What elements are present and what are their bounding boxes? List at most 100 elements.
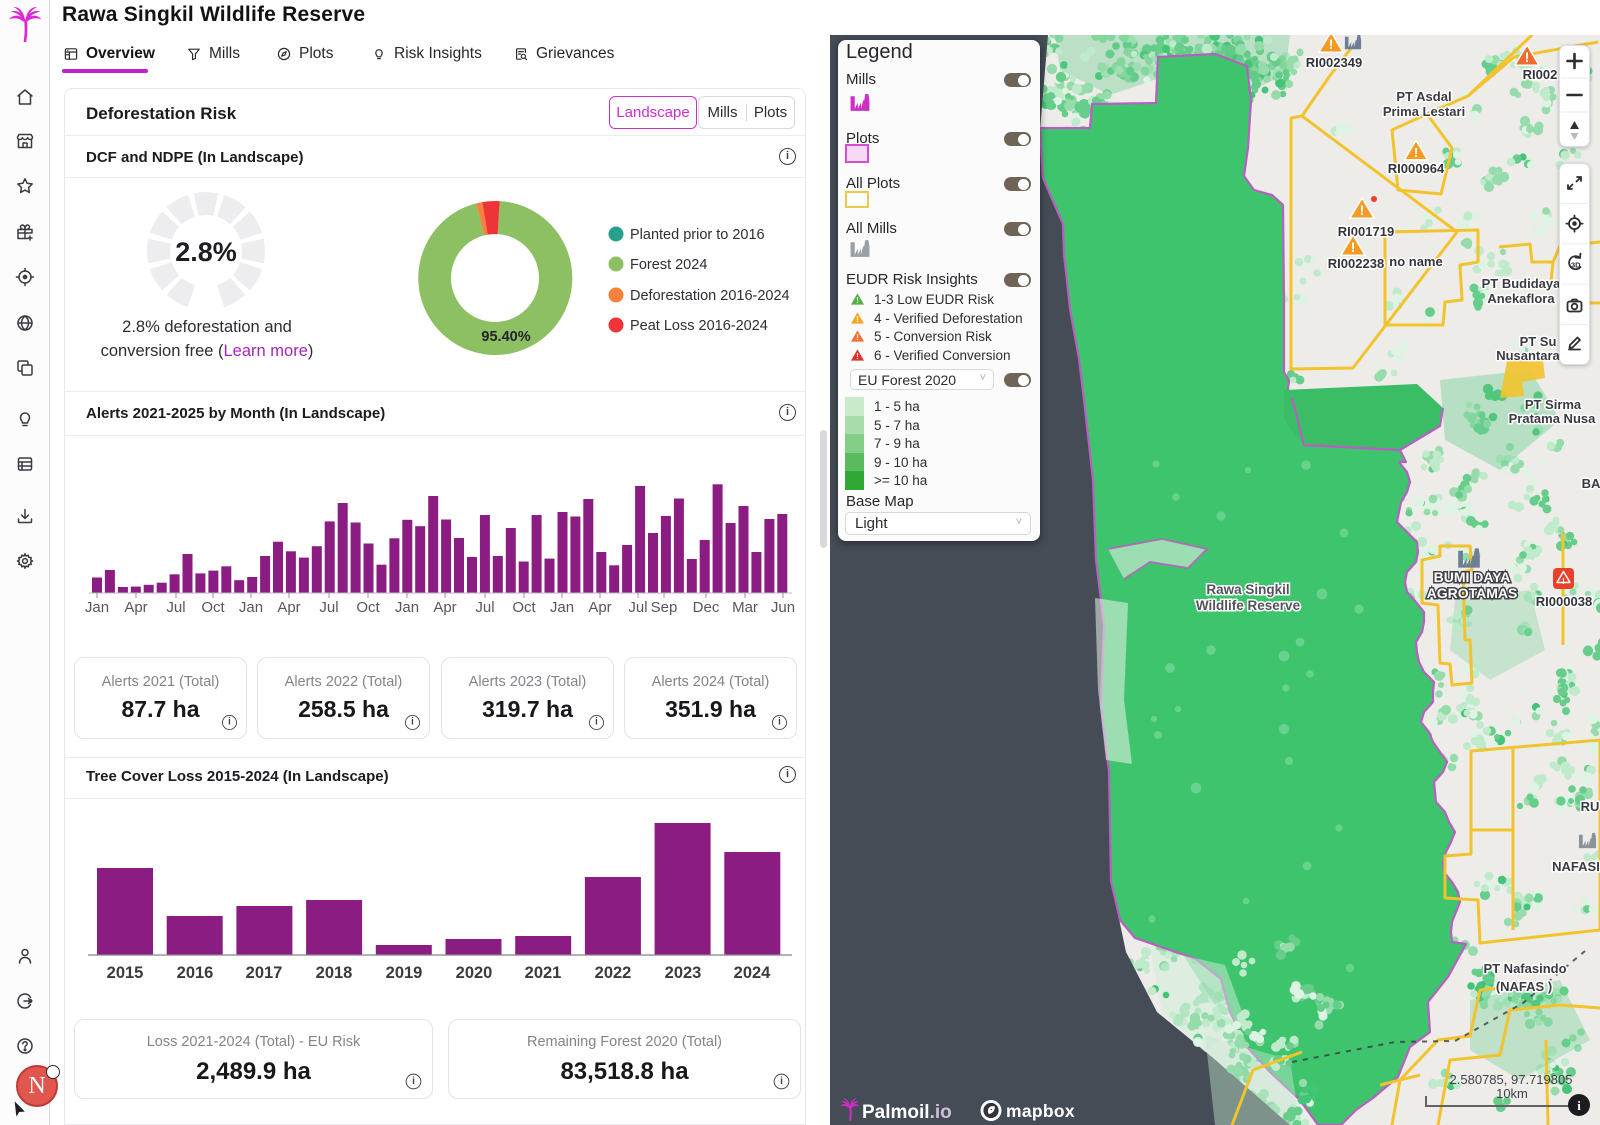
- svg-text:2016: 2016: [177, 964, 214, 982]
- svg-text:(NAFAS ): (NAFAS ): [1496, 979, 1552, 994]
- svg-text:RI000038: RI000038: [1536, 594, 1592, 609]
- svg-text:Jul: Jul: [319, 599, 338, 616]
- svg-text:RI002349: RI002349: [1306, 55, 1362, 70]
- svg-text:RI002: RI002: [1523, 67, 1558, 82]
- svg-text:RI000964: RI000964: [1388, 161, 1445, 176]
- svg-text:Jan: Jan: [395, 599, 419, 616]
- svg-text:Forest 2024: Forest 2024: [630, 257, 707, 273]
- svg-text:Apr: Apr: [433, 599, 456, 616]
- svg-text:!: !: [1562, 577, 1565, 586]
- svg-text:Prima Lestari: Prima Lestari: [1383, 104, 1465, 119]
- svg-text:Jan: Jan: [85, 599, 109, 616]
- svg-text:PT Asdal: PT Asdal: [1396, 89, 1451, 104]
- svg-text:2022: 2022: [595, 964, 632, 982]
- svg-text:3D: 3D: [1571, 261, 1581, 270]
- svg-text:AGROTAMAS: AGROTAMAS: [1427, 585, 1518, 601]
- svg-text:Sep: Sep: [651, 599, 678, 616]
- svg-text:BUMI DAYA: BUMI DAYA: [1434, 569, 1511, 585]
- svg-text:!: !: [1525, 50, 1530, 65]
- svg-text:Dec: Dec: [693, 599, 720, 616]
- svg-text:Jan: Jan: [239, 599, 263, 616]
- svg-text:!: !: [1414, 145, 1418, 160]
- svg-text:Pratama Nusa: Pratama Nusa: [1509, 411, 1596, 426]
- svg-text:RI000964: RI000964: [1388, 161, 1445, 176]
- svg-text:AGROTAMAS: AGROTAMAS: [1427, 585, 1518, 601]
- svg-text:!: !: [1329, 37, 1334, 52]
- svg-text:Apr: Apr: [588, 599, 611, 616]
- svg-text:PT Budidaya: PT Budidaya: [1482, 276, 1562, 291]
- svg-text:!: !: [856, 332, 859, 342]
- svg-text:RI001719: RI001719: [1338, 224, 1394, 239]
- svg-text:PT Su: PT Su: [1520, 334, 1557, 349]
- svg-text:BA: BA: [1582, 476, 1600, 491]
- svg-text:NAFASI: NAFASI: [1552, 859, 1600, 874]
- svg-text:Oct: Oct: [512, 599, 536, 616]
- svg-text:!: !: [1360, 203, 1365, 218]
- svg-text:2021: 2021: [525, 964, 562, 982]
- svg-text:95.40%: 95.40%: [481, 329, 530, 345]
- svg-text:Oct: Oct: [201, 599, 225, 616]
- svg-text:PT Asdal: PT Asdal: [1396, 89, 1451, 104]
- svg-text:2.580785, 97.719805: 2.580785, 97.719805: [1450, 1072, 1573, 1087]
- svg-text:Jul: Jul: [166, 599, 185, 616]
- svg-text:mapbox: mapbox: [1006, 1101, 1075, 1121]
- svg-text:Anekaflora: Anekaflora: [1487, 291, 1555, 306]
- svg-text:PT Nafasindo: PT Nafasindo: [1483, 961, 1566, 976]
- svg-text:BA: BA: [1582, 476, 1600, 491]
- svg-text:RI002: RI002: [1523, 67, 1558, 82]
- svg-text:Jun: Jun: [771, 599, 795, 616]
- svg-text:Pratama Nusa: Pratama Nusa: [1509, 411, 1596, 426]
- svg-text:2.8% deforestation and: 2.8% deforestation and: [122, 318, 292, 336]
- svg-text:RI001719: RI001719: [1338, 224, 1394, 239]
- svg-text:Rawa Singkil: Rawa Singkil: [1206, 582, 1289, 597]
- svg-text:RU: RU: [1581, 799, 1600, 814]
- svg-text:!: !: [856, 295, 859, 305]
- svg-text:Nusantara: Nusantara: [1496, 348, 1560, 363]
- svg-text:no name: no name: [1389, 254, 1442, 269]
- svg-text:i: i: [1577, 1098, 1581, 1113]
- svg-text:NAFASI: NAFASI: [1552, 859, 1600, 874]
- svg-text:10km: 10km: [1496, 1086, 1528, 1101]
- svg-text:Oct: Oct: [356, 599, 380, 616]
- svg-text:Wildlife Reserve: Wildlife Reserve: [1196, 598, 1301, 613]
- svg-text:RU: RU: [1581, 799, 1600, 814]
- svg-text:2020: 2020: [456, 964, 493, 982]
- svg-text:Anekaflora: Anekaflora: [1487, 291, 1555, 306]
- svg-text:Nusantara: Nusantara: [1496, 348, 1560, 363]
- svg-text:Peat Loss 2016-2024: Peat Loss 2016-2024: [630, 318, 768, 334]
- svg-text:RI002238: RI002238: [1328, 256, 1384, 271]
- svg-text:Palmoil.io: Palmoil.io: [862, 1102, 952, 1123]
- svg-text:Planted prior to 2016: Planted prior to 2016: [630, 227, 765, 243]
- svg-text:!: !: [856, 314, 859, 324]
- svg-text:Apr: Apr: [124, 599, 147, 616]
- svg-text:2023: 2023: [665, 964, 702, 982]
- svg-text:Jan: Jan: [550, 599, 574, 616]
- svg-text:2.8%: 2.8%: [175, 237, 237, 267]
- svg-text:Rawa Singkil: Rawa Singkil: [1206, 582, 1289, 597]
- svg-text:PT Budidaya: PT Budidaya: [1482, 276, 1562, 291]
- svg-text:RI002349: RI002349: [1306, 55, 1362, 70]
- svg-text:PT Sirma: PT Sirma: [1525, 397, 1582, 412]
- svg-text:PT Su: PT Su: [1520, 334, 1557, 349]
- svg-text:Jul: Jul: [475, 599, 494, 616]
- svg-text:!: !: [856, 351, 859, 361]
- svg-text:Jul: Jul: [628, 599, 647, 616]
- svg-text:Mar: Mar: [732, 599, 758, 616]
- svg-text:2017: 2017: [246, 964, 283, 982]
- svg-text:2018: 2018: [316, 964, 353, 982]
- svg-text:Apr: Apr: [277, 599, 300, 616]
- svg-text:2024: 2024: [734, 964, 772, 982]
- svg-text:conversion free (Learn more): conversion free (Learn more): [101, 342, 314, 360]
- svg-text:BUMI DAYA: BUMI DAYA: [1434, 569, 1511, 585]
- svg-text:RI002238: RI002238: [1328, 256, 1384, 271]
- svg-text:(NAFAS ): (NAFAS ): [1496, 979, 1552, 994]
- svg-text:PT Nafasindo: PT Nafasindo: [1483, 961, 1566, 976]
- svg-text:2019: 2019: [386, 964, 423, 982]
- svg-text:RI000038: RI000038: [1536, 594, 1592, 609]
- svg-text:no name: no name: [1389, 254, 1442, 269]
- svg-text:PT Sirma: PT Sirma: [1525, 397, 1582, 412]
- svg-text:Deforestation 2016-2024: Deforestation 2016-2024: [630, 288, 790, 304]
- svg-text:Wildlife Reserve: Wildlife Reserve: [1196, 598, 1301, 613]
- svg-text:!: !: [1351, 240, 1356, 255]
- svg-text:2015: 2015: [107, 964, 144, 982]
